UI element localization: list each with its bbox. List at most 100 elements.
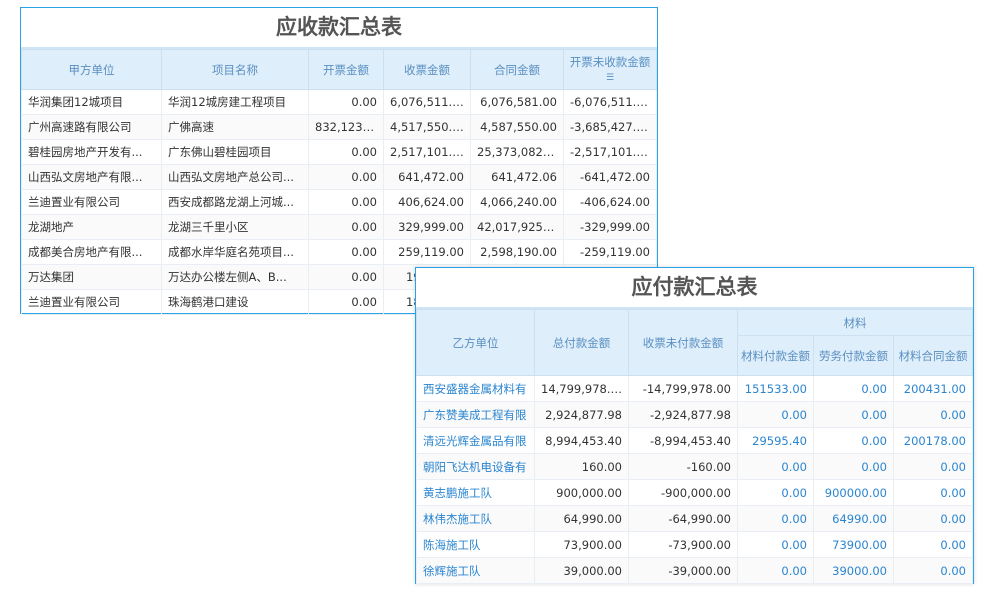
table-cell: 406,624.00 xyxy=(383,189,471,215)
table-cell: 39000.00 xyxy=(813,557,894,584)
table-row[interactable]: 华润集团12城项目 华润12城房建工程项目 0.00 6,076,511.00 6,07… xyxy=(21,89,657,115)
table-cell: 0.00 xyxy=(893,479,973,506)
supplier-link[interactable]: 广东赞美成工程有限 xyxy=(416,401,535,428)
table-cell: 碧桂园房地产开发有... xyxy=(21,139,162,165)
table-cell: 2,517,101.00 xyxy=(383,139,471,165)
table-cell: -2,517,101.00 xyxy=(563,139,657,165)
table-cell: 成都水岸华庭名苑项目... xyxy=(161,239,309,265)
col-material-contract[interactable]: 材料合同金额 xyxy=(893,335,973,376)
table-cell: 0.00 xyxy=(737,505,814,532)
table-cell: -160.00 xyxy=(628,453,738,480)
table-cell: 0.00 xyxy=(308,89,384,115)
table-cell: 14,799,978.00 xyxy=(534,375,629,402)
table-cell: 25,373,082.00 xyxy=(470,139,564,165)
table-row[interactable]: 徐辉施工队 39,000.00 -39,000.00 0.00 39000.00 0.00 xyxy=(416,557,973,584)
table-cell: -3,685,427.00 xyxy=(563,114,657,140)
table-cell: 151533.00 xyxy=(737,375,814,402)
table-cell: 2,924,877.98 xyxy=(534,401,629,428)
table-cell: 西安成都路龙湖上河城... xyxy=(161,189,309,215)
table-row[interactable]: 陈海施工队 73,900.00 -73,900.00 0.00 73900.00 0.00 xyxy=(416,531,973,558)
table-cell: 160.00 xyxy=(534,453,629,480)
table-cell: -8,994,453.40 xyxy=(628,427,738,454)
table-cell: -259,119.00 xyxy=(563,239,657,265)
col-unpaid[interactable]: 收票未付款金额 xyxy=(628,309,738,376)
table-cell: 0.00 xyxy=(737,557,814,584)
table-cell: -73,900.00 xyxy=(628,531,738,558)
table-row[interactable]: 广州高速路有限公司 广佛高速 832,123.00 4,517,550.00 4,587… xyxy=(21,114,657,140)
table-cell: -39,000.00 xyxy=(628,557,738,584)
table-cell: 832,123.00 xyxy=(308,114,384,140)
table-row[interactable]: 成都美合房地产有限... 成都水岸华庭名苑项目... 0.00 259,119.00 2… xyxy=(21,239,657,265)
table-row[interactable]: 兰迪置业有限公司 西安成都路龙湖上河城... 0.00 406,624.00 4,066… xyxy=(21,189,657,215)
table-cell: -406,624.00 xyxy=(563,189,657,215)
table-cell: 900000.00 xyxy=(813,479,894,506)
table-cell: 珠海鹤港口建设 xyxy=(161,289,309,315)
table-cell: 0.00 xyxy=(893,531,973,558)
table-row[interactable]: 林伟杰施工队 64,990.00 -64,990.00 0.00 64990.00 0.0… xyxy=(416,505,973,532)
table-row[interactable]: 龙湖地产 龙湖三千里小区 0.00 329,999.00 42,017,925.00 -3… xyxy=(21,214,657,240)
col-uncollected[interactable]: 开票未收款金额 ☰ xyxy=(563,49,657,90)
payable-table: 乙方单位 总付款金额 收票未付款金额 材料 材料付款金额 劳务付款金额 材料合同… xyxy=(416,309,973,584)
table-cell: 0.00 xyxy=(308,139,384,165)
table-cell: 73,900.00 xyxy=(534,531,629,558)
col-received[interactable]: 收票金额 xyxy=(383,49,471,90)
col-invoiced[interactable]: 开票金额 xyxy=(308,49,384,90)
table-cell: 0.00 xyxy=(737,531,814,558)
table-cell: 0.00 xyxy=(737,453,814,480)
supplier-link[interactable]: 陈海施工队 xyxy=(416,531,535,558)
sort-icon[interactable]: ☰ xyxy=(605,72,615,83)
table-cell: 2,598,190.00 xyxy=(470,239,564,265)
table-cell: 万达办公楼左侧A、B... xyxy=(161,264,309,290)
col-party-b[interactable]: 乙方单位 xyxy=(416,309,535,376)
table-cell: 64990.00 xyxy=(813,505,894,532)
supplier-link[interactable]: 西安盛器金属材料有 xyxy=(416,375,535,402)
col-material-paid[interactable]: 材料付款金额 xyxy=(737,335,814,376)
table-cell: 641,472.00 xyxy=(383,164,471,190)
table-cell: 4,066,240.00 xyxy=(470,189,564,215)
table-cell: 0.00 xyxy=(308,214,384,240)
supplier-link[interactable]: 黄志鹏施工队 xyxy=(416,479,535,506)
table-row[interactable]: 黄志鹏施工队 900,000.00 -900,000.00 0.00 900000.00… xyxy=(416,479,973,506)
col-total-paid[interactable]: 总付款金额 xyxy=(534,309,629,376)
supplier-link[interactable]: 林伟杰施工队 xyxy=(416,505,535,532)
supplier-link[interactable]: 徐辉施工队 xyxy=(416,557,535,584)
table-cell: 0.00 xyxy=(737,401,814,428)
table-cell: 龙湖地产 xyxy=(21,214,162,240)
supplier-link[interactable]: 清远光辉金属品有限 xyxy=(416,427,535,454)
table-cell: 广佛高速 xyxy=(161,114,309,140)
table-cell: 6,076,511.00 xyxy=(383,89,471,115)
table-cell: 0.00 xyxy=(308,164,384,190)
table-cell: 0.00 xyxy=(813,453,894,480)
col-labor-paid[interactable]: 劳务付款金额 xyxy=(813,335,894,376)
table-cell: -329,999.00 xyxy=(563,214,657,240)
table-row[interactable]: 碧桂园房地产开发有... 广东佛山碧桂园项目 0.00 2,517,101.00 25,… xyxy=(21,139,657,165)
table-cell: 29595.40 xyxy=(737,427,814,454)
table-cell: 兰迪置业有限公司 xyxy=(21,189,162,215)
receivable-summary-panel: 应收款汇总表 甲方单位 项目名称 开票金额 收票金额 合同金额 开票未收款金额 … xyxy=(20,7,658,315)
table-row[interactable]: 西安盛器金属材料有 14,799,978.00 -14,799,978.00 1515… xyxy=(416,375,973,402)
table-cell: 华润12城房建工程项目 xyxy=(161,89,309,115)
table-cell: -2,924,877.98 xyxy=(628,401,738,428)
table-row[interactable]: 清远光辉金属品有限 8,994,453.40 -8,994,453.40 29595.… xyxy=(416,427,973,454)
table-row[interactable]: 广东赞美成工程有限 2,924,877.98 -2,924,877.98 0.00 0.… xyxy=(416,401,973,428)
table-cell: 900,000.00 xyxy=(534,479,629,506)
col-contract[interactable]: 合同金额 xyxy=(470,49,564,90)
table-cell: 329,999.00 xyxy=(383,214,471,240)
table-cell: 0.00 xyxy=(893,453,973,480)
table-row[interactable]: 朝阳飞达机电设备有 160.00 -160.00 0.00 0.00 0.00 xyxy=(416,453,973,480)
table-cell: 0.00 xyxy=(893,401,973,428)
table-row[interactable]: 山西弘文房地产有限... 山西弘文房地产总公司... 0.00 641,472.00 6… xyxy=(21,164,657,190)
table-cell: 0.00 xyxy=(813,427,894,454)
col-party-a[interactable]: 甲方单位 xyxy=(21,49,162,90)
table-cell: -64,990.00 xyxy=(628,505,738,532)
table-cell: 8,994,453.40 xyxy=(534,427,629,454)
supplier-link[interactable]: 朝阳飞达机电设备有 xyxy=(416,453,535,480)
table-cell: 0.00 xyxy=(308,189,384,215)
table-cell: 0.00 xyxy=(813,375,894,402)
table-cell: 0.00 xyxy=(308,289,384,315)
col-project[interactable]: 项目名称 xyxy=(161,49,309,90)
payable-summary-panel: 应付款汇总表 乙方单位 总付款金额 收票未付款金额 材料 材料付款金额 劳务付款… xyxy=(415,267,974,584)
table-cell: 73900.00 xyxy=(813,531,894,558)
table-cell: 广州高速路有限公司 xyxy=(21,114,162,140)
table-cell: 万达集团 xyxy=(21,264,162,290)
